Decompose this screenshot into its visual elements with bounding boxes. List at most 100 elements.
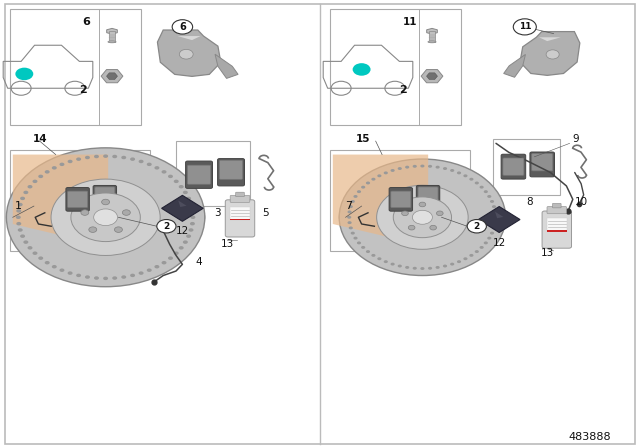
Circle shape	[493, 211, 497, 213]
Circle shape	[487, 195, 492, 198]
Circle shape	[103, 277, 108, 280]
Circle shape	[357, 241, 361, 244]
Circle shape	[18, 203, 22, 207]
Ellipse shape	[428, 41, 436, 43]
Circle shape	[475, 250, 479, 253]
Circle shape	[112, 155, 117, 158]
Circle shape	[475, 181, 479, 185]
Circle shape	[130, 157, 135, 161]
Ellipse shape	[6, 185, 205, 249]
Circle shape	[60, 163, 65, 166]
Circle shape	[85, 276, 90, 279]
Circle shape	[339, 159, 506, 276]
Circle shape	[397, 167, 402, 170]
Text: 15: 15	[356, 134, 370, 144]
Text: 11: 11	[518, 22, 531, 31]
Circle shape	[479, 186, 484, 189]
Circle shape	[371, 254, 376, 257]
Circle shape	[103, 155, 108, 158]
Circle shape	[179, 246, 184, 250]
Text: 6: 6	[83, 17, 90, 27]
Polygon shape	[157, 30, 221, 76]
Circle shape	[94, 276, 99, 280]
Circle shape	[469, 254, 474, 257]
Polygon shape	[333, 155, 428, 246]
Circle shape	[183, 191, 188, 194]
Circle shape	[20, 197, 25, 200]
Polygon shape	[106, 73, 118, 79]
FancyBboxPatch shape	[547, 207, 566, 214]
Circle shape	[68, 271, 72, 275]
Circle shape	[147, 163, 152, 166]
Circle shape	[51, 179, 160, 255]
Polygon shape	[13, 155, 108, 246]
Ellipse shape	[389, 198, 431, 213]
FancyBboxPatch shape	[66, 188, 90, 211]
Ellipse shape	[66, 195, 116, 212]
Circle shape	[450, 263, 454, 266]
Circle shape	[384, 172, 388, 174]
Circle shape	[121, 276, 126, 279]
Ellipse shape	[108, 41, 116, 43]
Circle shape	[173, 251, 179, 255]
Circle shape	[24, 241, 28, 244]
Circle shape	[353, 237, 358, 240]
Polygon shape	[101, 69, 123, 83]
Text: 2: 2	[79, 85, 87, 95]
Circle shape	[436, 211, 443, 215]
Circle shape	[161, 261, 166, 264]
Circle shape	[28, 185, 33, 189]
FancyBboxPatch shape	[389, 188, 413, 211]
Circle shape	[52, 265, 57, 268]
Circle shape	[513, 19, 536, 35]
Circle shape	[366, 181, 370, 185]
Text: 2: 2	[399, 85, 407, 95]
Polygon shape	[427, 73, 438, 79]
Circle shape	[76, 274, 81, 277]
Text: 14: 14	[33, 134, 47, 144]
Circle shape	[122, 210, 131, 215]
Circle shape	[490, 200, 494, 203]
Circle shape	[179, 49, 193, 59]
FancyBboxPatch shape	[503, 158, 524, 175]
FancyBboxPatch shape	[330, 150, 470, 251]
Circle shape	[361, 186, 365, 189]
Circle shape	[371, 178, 376, 181]
Circle shape	[349, 205, 353, 208]
FancyBboxPatch shape	[330, 9, 461, 125]
Circle shape	[24, 191, 28, 194]
Circle shape	[366, 250, 370, 253]
Circle shape	[173, 180, 179, 183]
FancyBboxPatch shape	[230, 195, 250, 202]
Circle shape	[492, 227, 496, 229]
Circle shape	[348, 221, 351, 224]
Polygon shape	[177, 36, 201, 40]
Circle shape	[348, 211, 351, 213]
Circle shape	[115, 227, 122, 233]
FancyBboxPatch shape	[418, 187, 438, 203]
Polygon shape	[161, 195, 204, 221]
Circle shape	[493, 216, 498, 219]
Circle shape	[493, 221, 497, 224]
Circle shape	[351, 200, 355, 203]
FancyBboxPatch shape	[547, 230, 567, 232]
Polygon shape	[215, 54, 238, 78]
Circle shape	[361, 246, 365, 249]
Circle shape	[139, 160, 143, 163]
Circle shape	[390, 263, 395, 266]
Text: 12: 12	[493, 238, 506, 248]
Text: 8: 8	[527, 198, 533, 207]
FancyBboxPatch shape	[186, 161, 212, 188]
Circle shape	[469, 178, 474, 181]
Circle shape	[68, 160, 72, 163]
FancyBboxPatch shape	[220, 160, 243, 179]
Circle shape	[139, 271, 143, 275]
Circle shape	[16, 209, 21, 213]
Circle shape	[428, 165, 432, 168]
Circle shape	[179, 185, 184, 189]
Circle shape	[18, 228, 22, 232]
Polygon shape	[107, 28, 117, 34]
Polygon shape	[427, 28, 437, 34]
Circle shape	[33, 180, 38, 183]
Polygon shape	[539, 37, 561, 41]
